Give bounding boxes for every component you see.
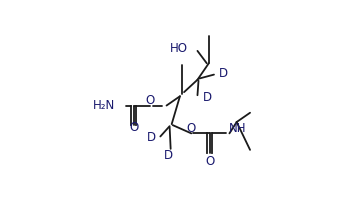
Text: D: D bbox=[147, 131, 156, 144]
Text: D: D bbox=[203, 91, 212, 104]
Text: O: O bbox=[187, 122, 196, 135]
Text: H₂N: H₂N bbox=[93, 99, 115, 112]
Text: D: D bbox=[164, 149, 173, 162]
Text: O: O bbox=[205, 155, 214, 168]
Text: NH: NH bbox=[228, 122, 246, 135]
Text: O: O bbox=[129, 121, 138, 134]
Text: O: O bbox=[145, 94, 155, 107]
Text: D: D bbox=[219, 67, 228, 80]
Text: HO: HO bbox=[170, 42, 188, 55]
